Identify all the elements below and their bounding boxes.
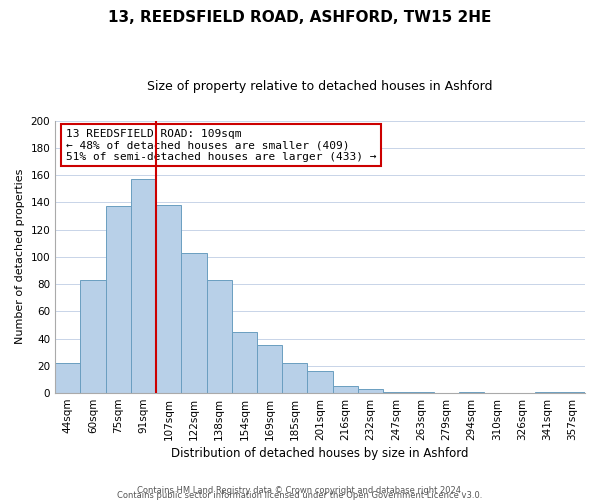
X-axis label: Distribution of detached houses by size in Ashford: Distribution of detached houses by size … — [172, 447, 469, 460]
Bar — [181, 252, 206, 393]
Y-axis label: Number of detached properties: Number of detached properties — [15, 169, 25, 344]
Bar — [358, 389, 383, 393]
Bar — [459, 392, 484, 393]
Text: 13, REEDSFIELD ROAD, ASHFORD, TW15 2HE: 13, REEDSFIELD ROAD, ASHFORD, TW15 2HE — [109, 10, 491, 25]
Bar — [282, 363, 307, 393]
Text: Contains HM Land Registry data © Crown copyright and database right 2024.: Contains HM Land Registry data © Crown c… — [137, 486, 463, 495]
Text: 13 REEDSFIELD ROAD: 109sqm
← 48% of detached houses are smaller (409)
51% of sem: 13 REEDSFIELD ROAD: 109sqm ← 48% of deta… — [66, 128, 376, 162]
Bar — [332, 386, 358, 393]
Bar — [257, 346, 282, 393]
Text: Contains public sector information licensed under the Open Government Licence v3: Contains public sector information licen… — [118, 491, 482, 500]
Bar — [307, 372, 332, 393]
Bar — [106, 206, 131, 393]
Bar — [232, 332, 257, 393]
Bar — [156, 205, 181, 393]
Bar — [206, 280, 232, 393]
Bar — [383, 392, 409, 393]
Bar — [131, 179, 156, 393]
Bar — [535, 392, 560, 393]
Title: Size of property relative to detached houses in Ashford: Size of property relative to detached ho… — [148, 80, 493, 93]
Bar — [55, 363, 80, 393]
Bar — [80, 280, 106, 393]
Bar — [560, 392, 585, 393]
Bar — [409, 392, 434, 393]
